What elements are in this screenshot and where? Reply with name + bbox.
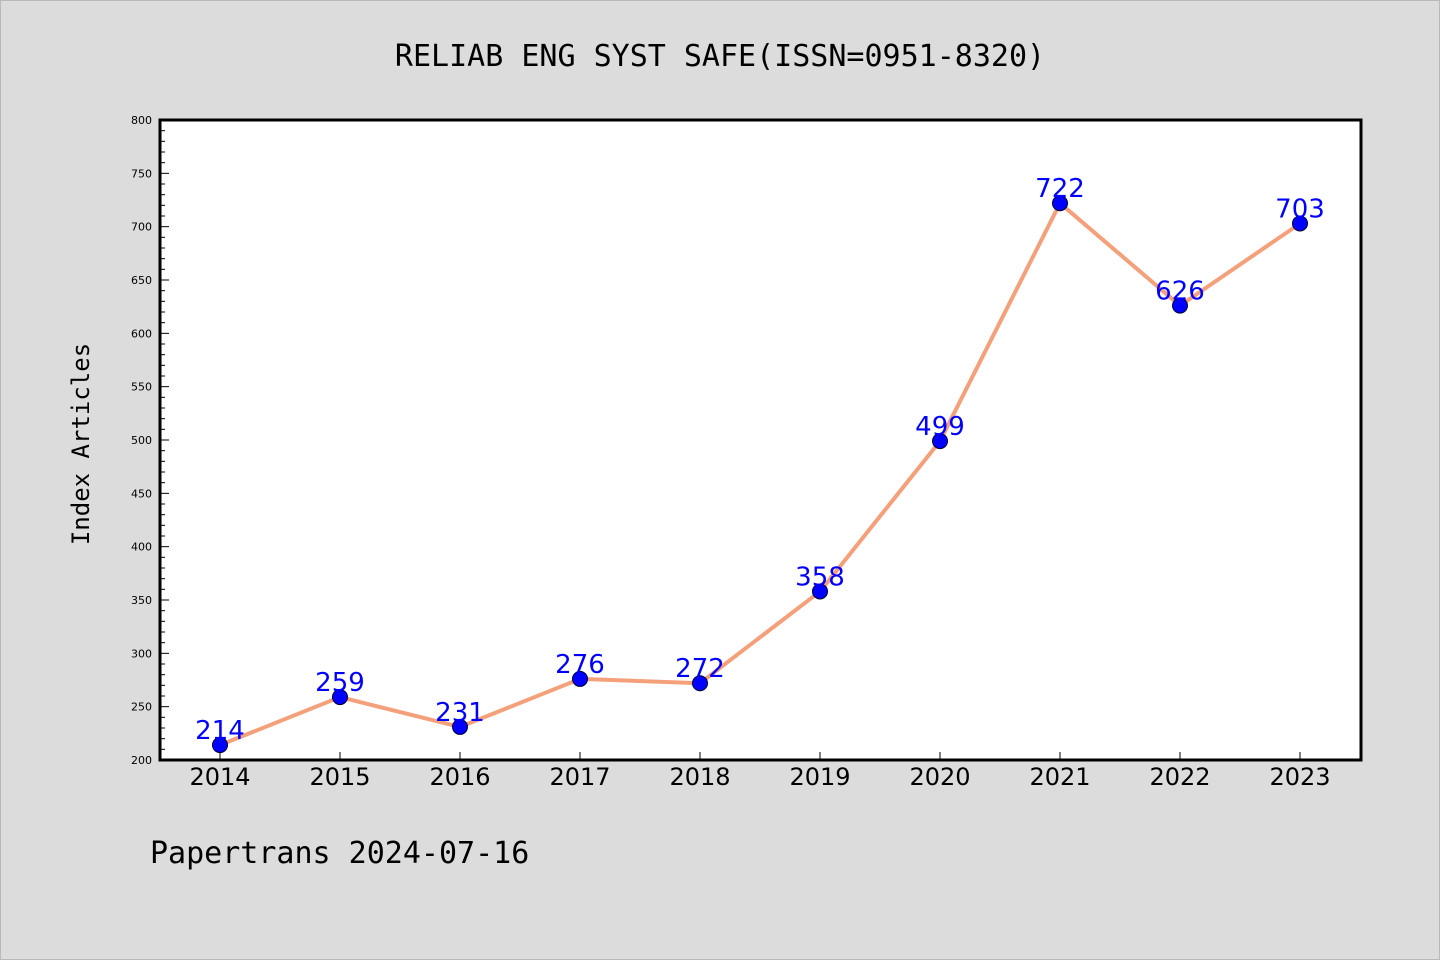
x-tick-label: 2014 [189,763,250,791]
data-point [692,675,708,692]
x-axis: 2014 2015 2016 2017 2018 2019 2020 2021 2022 2023 [189,752,1331,791]
data-label: 272 [675,654,725,684]
plot-area [158,118,1363,762]
x-tick-label: 2015 [309,763,370,791]
x-tick-label: 2022 [1149,763,1210,791]
data-point [1292,215,1308,232]
y-axis-label: Index Articles [67,343,95,545]
y-tick-label: 250 [131,701,152,714]
y-axis: 200 250 300 350 400 450 500 550 600 650 700 750 800 [131,114,169,767]
data-label: 259 [315,668,365,698]
x-tick-label: 2017 [549,763,610,791]
data-point [1172,297,1188,314]
y-tick-label: 650 [131,274,152,287]
x-tick-label: 2021 [1029,763,1090,791]
data-point [332,689,348,706]
y-tick-label: 350 [131,594,152,607]
data-label: 626 [1155,277,1205,307]
y-tick-label: 700 [131,221,152,234]
y-tick-label: 450 [131,487,152,500]
data-label: 358 [795,562,845,592]
y-tick-label: 400 [131,541,152,554]
data-point [812,583,828,600]
y-tick-label: 500 [131,434,152,447]
y-tick-label: 600 [131,327,152,340]
y-tick-label: 200 [131,754,152,767]
x-tick-label: 2018 [669,763,730,791]
data-label: 214 [195,716,245,746]
data-label: 276 [555,650,605,680]
x-tick-label: 2019 [789,763,850,791]
x-tick-label: 2016 [429,763,490,791]
series-line-group [212,195,1308,754]
y-tick-label: 550 [131,381,152,394]
y-tick-label: 800 [131,114,152,127]
data-label: 722 [1035,174,1085,204]
data-point [932,433,948,450]
y-tick-label: 300 [131,647,152,660]
x-tick-label: 2020 [909,763,970,791]
data-point [452,718,468,735]
chart-title: RELIAB ENG SYST SAFE(ISSN=0951-8320) [395,39,1045,74]
y-tick-label: 750 [131,167,152,180]
data-point [572,670,588,687]
footer-date-stamp: Papertrans 2024-07-16 [150,836,529,871]
x-tick-label: 2023 [1269,763,1330,791]
data-point [1052,195,1068,212]
data-label: 231 [435,698,485,728]
data-labels-group: 214 259 231 276 272 358 499 722 626 703 [195,174,1325,746]
series-line [219,201,1302,747]
data-label: 499 [915,412,965,442]
data-label: 703 [1275,194,1325,224]
data-point [212,737,228,754]
